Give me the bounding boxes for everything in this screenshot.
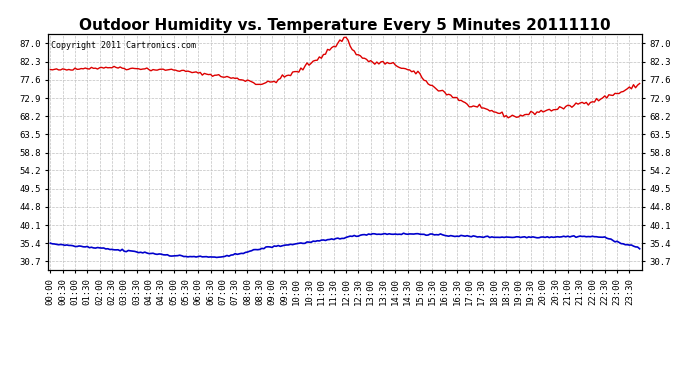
Title: Outdoor Humidity vs. Temperature Every 5 Minutes 20111110: Outdoor Humidity vs. Temperature Every 5… <box>79 18 611 33</box>
Text: Copyright 2011 Cartronics.com: Copyright 2011 Cartronics.com <box>51 41 196 50</box>
